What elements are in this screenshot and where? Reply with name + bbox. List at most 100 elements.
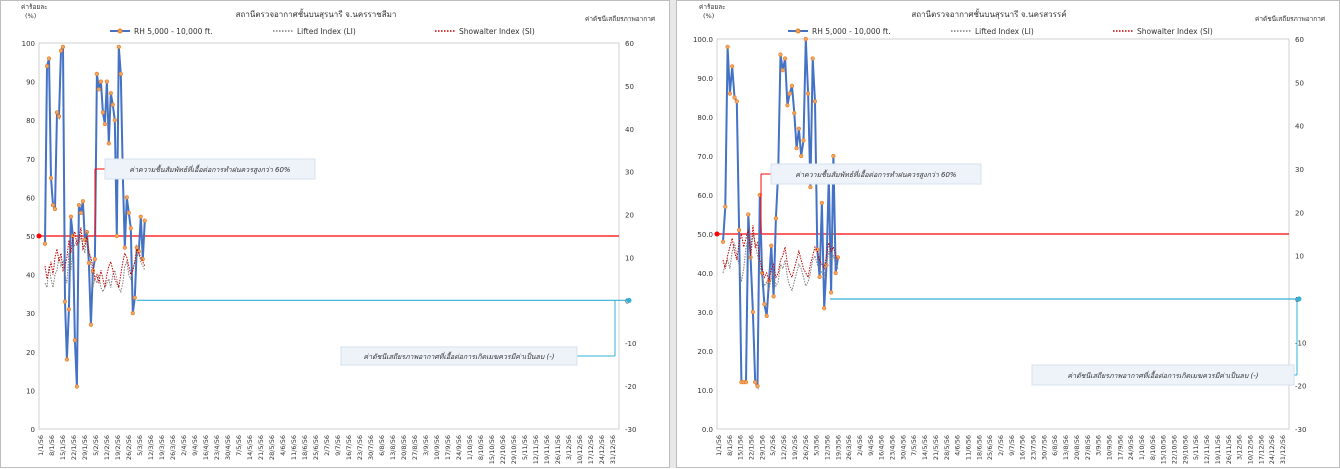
x-tick-label: 31/12/56 <box>609 435 617 464</box>
x-tick-label: 12/11/56 <box>1203 435 1211 464</box>
x-tick-label: 29/10/56 <box>1181 435 1189 464</box>
x-tick-label: 23/7/56 <box>1030 435 1038 460</box>
x-tick-label: 19/3/56 <box>834 435 842 460</box>
data-point-rh <box>124 195 129 200</box>
series-line-si <box>722 225 839 282</box>
data-point-rh <box>753 380 758 385</box>
annotation-blue-text: ค่าดัชนีเสถียรภาพอากาศที่เอื้อต่อการเกิด… <box>1067 370 1258 380</box>
data-point-rh <box>48 176 54 181</box>
data-point-rh <box>720 239 726 244</box>
data-point-rh <box>780 68 785 73</box>
x-tick-label: 3/9/56 <box>422 435 430 456</box>
x-tick-label: 27/8/56 <box>411 435 419 460</box>
x-tick-label: 16/4/56 <box>202 435 210 460</box>
annotation-red-text: ค่าความชื้นสัมพัทธ์ที่เอื้อต่อการทำฝนควร… <box>795 169 957 179</box>
y-tick-right: -30 <box>1295 426 1306 434</box>
x-tick-label: 29/1/56 <box>758 435 766 460</box>
x-tick-label: 13/8/56 <box>1062 435 1070 460</box>
data-point-rh <box>828 290 834 295</box>
annotation-blue-box <box>340 346 578 366</box>
data-point-rh <box>789 83 795 88</box>
data-point-rh <box>732 95 737 100</box>
legend-label: RH 5,000 - 10,000 ft. <box>812 27 891 36</box>
data-point-rh <box>128 226 133 231</box>
data-point-rh <box>62 299 68 304</box>
x-tick-label: 19/11/56 <box>1214 435 1222 464</box>
data-point-rh <box>764 313 769 319</box>
data-point-rh <box>817 274 822 280</box>
annotation-red-box <box>104 158 316 180</box>
x-tick-label: 29/10/56 <box>510 435 518 464</box>
y-tick-left: 50 <box>26 233 35 241</box>
data-point-rh <box>773 216 778 221</box>
x-tick-label: 2/7/56 <box>323 435 331 456</box>
data-point-rh <box>819 200 824 205</box>
data-point-rh <box>76 203 82 208</box>
data-point-rh <box>723 204 728 209</box>
x-tick-label: 30/7/56 <box>1040 435 1048 460</box>
x-tick-label: 16/4/56 <box>878 435 886 460</box>
x-tick-label: 26/2/56 <box>802 435 810 460</box>
x-tick-label: 20/8/56 <box>1073 435 1081 460</box>
data-point-rh <box>778 52 783 57</box>
data-point-rh <box>810 56 815 61</box>
x-tick-label: 19/2/56 <box>114 435 122 460</box>
data-point-rh <box>831 153 836 159</box>
x-tick-label: 5/2/56 <box>769 435 777 456</box>
y-tick-right: 60 <box>1295 36 1304 44</box>
data-point-rh <box>787 91 792 96</box>
y-tick-left: 100.0 <box>693 36 713 44</box>
data-point-rh <box>794 146 799 151</box>
legend-label: Showalter Index (SI) <box>459 27 535 36</box>
data-point-rh <box>130 311 135 316</box>
y-tick-left: 0 <box>31 426 35 434</box>
data-point-rh <box>74 384 80 389</box>
data-point-rh <box>727 91 732 96</box>
data-point-rh <box>762 302 767 307</box>
data-point-rh <box>799 153 804 159</box>
x-tick-label: 17/12/56 <box>1257 435 1265 464</box>
data-point-rh <box>833 270 838 276</box>
x-tick-label: 22/1/56 <box>748 435 756 460</box>
x-tick-label: 19/2/56 <box>791 435 799 460</box>
x-tick-label: 7/5/56 <box>235 435 243 456</box>
data-point-rh <box>94 71 99 76</box>
data-point-rh <box>734 99 739 104</box>
data-point-rh <box>725 44 730 49</box>
data-point-rh <box>134 245 139 250</box>
x-tick-label: 7/5/56 <box>910 435 918 456</box>
y-tick-left: 0.0 <box>702 426 713 434</box>
series-line-li <box>722 233 839 292</box>
x-tick-label: 1/10/56 <box>466 435 474 460</box>
annotation-blue-box <box>1031 364 1295 386</box>
x-tick-label: 10/9/56 <box>1105 435 1113 460</box>
data-point-rh <box>796 126 801 131</box>
y-tick-right: 50 <box>1295 79 1304 87</box>
legend-label: Showalter Index (SI) <box>1137 27 1213 36</box>
y-tick-right: -10 <box>1295 339 1306 347</box>
data-point-rh <box>769 243 774 248</box>
legend-label: RH 5,000 - 10,000 ft. <box>134 27 213 36</box>
x-tick-label: 28/5/56 <box>268 435 276 460</box>
data-point-rh <box>126 210 131 215</box>
x-tick-label: 30/4/56 <box>899 435 907 460</box>
data-point-rh <box>98 79 103 84</box>
data-point-rh <box>96 87 101 92</box>
y-tick-right: 30 <box>625 169 634 177</box>
data-point-rh <box>132 295 137 300</box>
x-tick-label: 20/8/56 <box>400 435 408 460</box>
data-point-rh <box>114 233 119 239</box>
data-point-rh <box>110 102 115 107</box>
y-tick-left: 80.0 <box>697 114 713 122</box>
y-tick-left: 10 <box>26 387 35 395</box>
x-tick-label: 21/5/56 <box>257 435 265 460</box>
panel-gap <box>670 0 676 468</box>
data-point-rh <box>122 245 127 250</box>
y-tick-left: 100 <box>22 40 35 48</box>
x-tick-label: 12/2/56 <box>780 435 788 460</box>
data-point-rh <box>104 79 109 84</box>
data-point-rh <box>805 91 811 96</box>
data-point-rh <box>743 380 749 385</box>
x-tick-label: 22/10/56 <box>1171 435 1179 464</box>
y-tick-left: 20.0 <box>697 348 713 356</box>
